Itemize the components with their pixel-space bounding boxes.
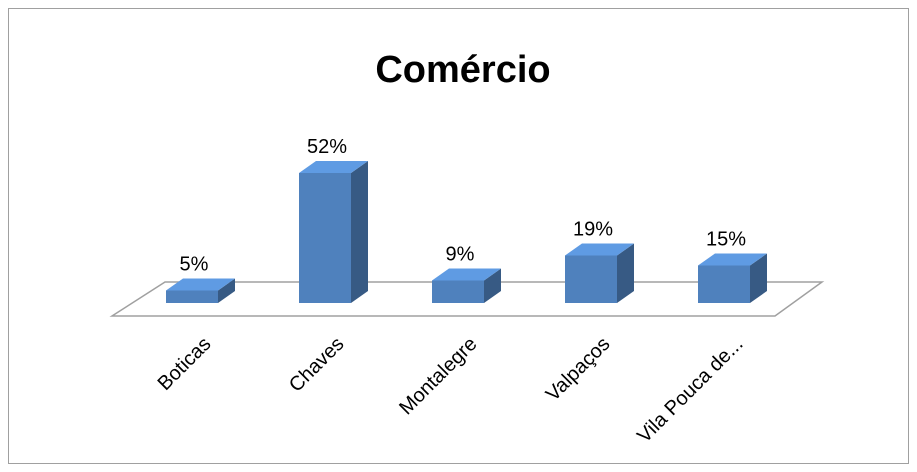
- bar-top: [565, 243, 634, 256]
- bar: [698, 253, 767, 303]
- bar-side: [218, 278, 235, 303]
- bar: [565, 243, 634, 303]
- bar-top: [698, 253, 767, 266]
- bar-top: [166, 278, 235, 291]
- bar-side: [617, 243, 634, 303]
- data-label: 19%: [573, 219, 613, 241]
- bar-side: [484, 268, 501, 303]
- data-label: 5%: [180, 254, 209, 276]
- chart-border: [8, 8, 909, 464]
- chart-title: Comércio: [375, 49, 550, 91]
- data-label: 15%: [706, 229, 746, 251]
- bar-top: [299, 161, 368, 173]
- bar-side: [351, 161, 368, 303]
- bar-front: [698, 265, 750, 303]
- bar-front: [432, 280, 484, 303]
- data-label: 52%: [307, 136, 347, 158]
- bar: [166, 278, 235, 303]
- bar-front: [299, 173, 351, 303]
- bar: [432, 268, 501, 303]
- bar: [299, 161, 368, 303]
- bar-side: [750, 253, 767, 303]
- data-label: 9%: [446, 244, 475, 266]
- bar-front: [166, 290, 218, 303]
- bar-top: [432, 268, 501, 281]
- bar-front: [565, 255, 617, 303]
